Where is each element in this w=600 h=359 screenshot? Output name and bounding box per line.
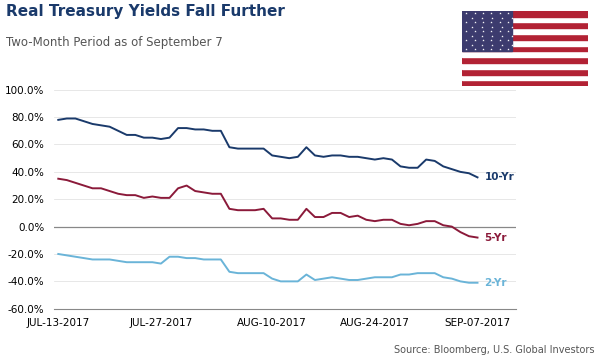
Bar	[462, 11, 512, 51]
Text: 5-Yr: 5-Yr	[484, 233, 507, 243]
Text: Real Treasury Yields Fall Further: Real Treasury Yields Fall Further	[6, 4, 285, 19]
Bar	[462, 69, 588, 75]
Bar	[462, 34, 588, 40]
Text: Two-Month Period as of September 7: Two-Month Period as of September 7	[6, 36, 223, 49]
Bar	[462, 17, 588, 22]
Text: Source: Bloomberg, U.S. Global Investors: Source: Bloomberg, U.S. Global Investors	[394, 345, 594, 355]
Bar	[462, 46, 588, 51]
Text: 10-Yr: 10-Yr	[484, 172, 514, 182]
Bar	[462, 28, 588, 34]
Text: 2-Yr: 2-Yr	[484, 278, 507, 288]
Bar	[462, 22, 588, 28]
Bar	[462, 80, 588, 86]
Bar	[462, 63, 588, 69]
Bar	[462, 57, 588, 63]
Bar	[462, 11, 588, 17]
Bar	[462, 40, 588, 46]
Bar	[462, 51, 588, 57]
Bar	[462, 75, 588, 80]
